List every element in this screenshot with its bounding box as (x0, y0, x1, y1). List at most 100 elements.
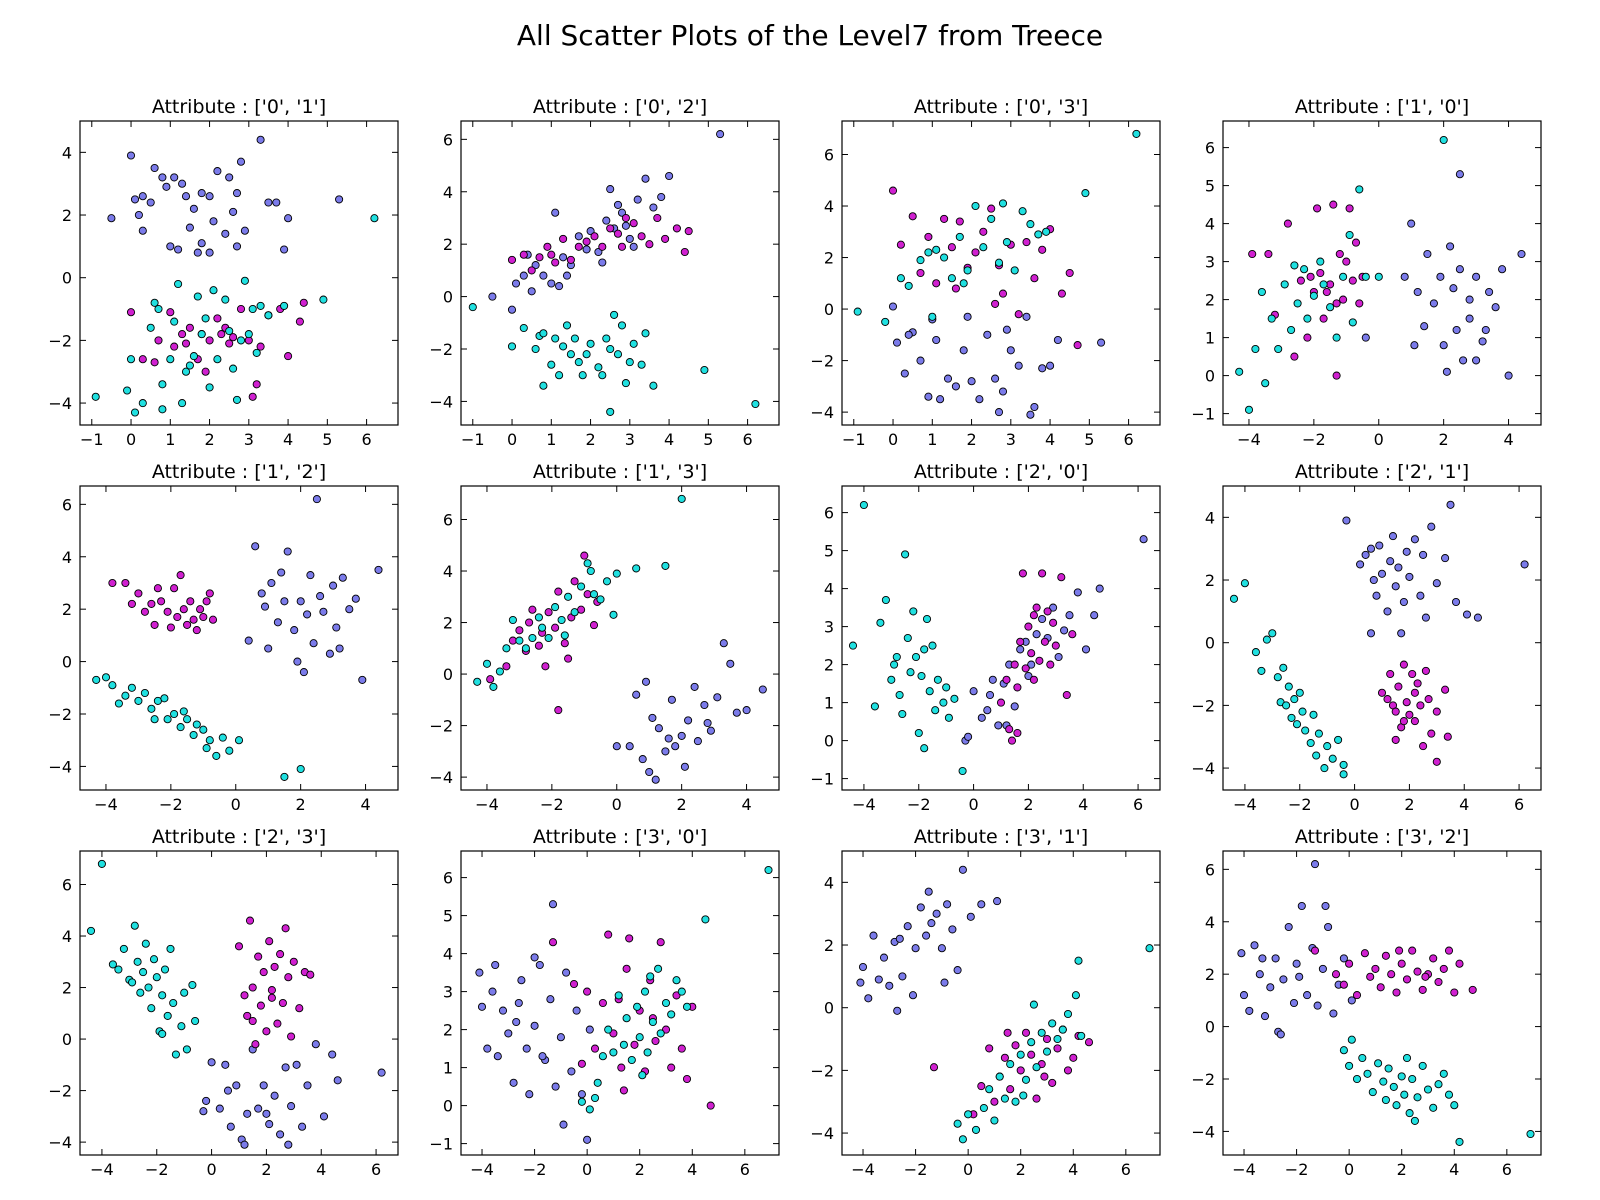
scatter-point (920, 744, 929, 753)
scatter-point (932, 335, 941, 345)
scatter-point (895, 934, 904, 943)
scatter-point (944, 713, 953, 722)
scatter-point (538, 1052, 547, 1061)
scatter-point (726, 659, 735, 668)
x-tick-label: 6 (371, 1160, 381, 1179)
scatter-point (254, 1104, 263, 1113)
x-tick-label: 4 (687, 1160, 697, 1179)
scatter-point (677, 731, 686, 740)
scatter-point (559, 342, 568, 351)
scatter-point (531, 344, 540, 354)
scatter-point (267, 986, 276, 995)
scatter-point (374, 565, 383, 574)
scatter-point (661, 561, 670, 570)
scatter-point (560, 639, 569, 648)
scatter-point (488, 292, 497, 301)
scatter-point (613, 200, 623, 209)
scatter-point (170, 584, 179, 593)
scatter-point (950, 694, 959, 703)
scatter-point (953, 1119, 962, 1128)
scatter-point (508, 615, 517, 625)
scatter-point (625, 358, 634, 367)
scatter-point (564, 654, 573, 663)
scatter-point (870, 702, 879, 711)
scatter-point (1419, 550, 1428, 559)
scatter-point (1274, 344, 1283, 354)
y-tick-label: −1 (429, 1135, 453, 1154)
scatter-point (1053, 335, 1062, 345)
scatter-point (1239, 991, 1249, 1000)
scatter-point (1361, 272, 1370, 281)
scatter-point (1413, 679, 1422, 688)
scatter-point (178, 399, 187, 408)
scatter-point (582, 350, 591, 359)
scatter-point (280, 772, 289, 781)
scatter-point (92, 675, 101, 684)
y-tick-label: 4 (1205, 215, 1215, 234)
scatter-point (1355, 299, 1364, 308)
scatter-point (1472, 272, 1481, 281)
x-tick-label: 6 (361, 430, 371, 449)
scatter-point (509, 1078, 518, 1087)
scatter-point (208, 615, 218, 624)
panel-title: Attribute : ['3', '1'] (914, 826, 1088, 848)
scatter-point (632, 564, 641, 573)
scatter-point (152, 973, 161, 982)
scatter-point (234, 942, 244, 951)
scatter-point (1366, 629, 1376, 638)
scatter-point (1361, 550, 1370, 559)
scatter-point (1386, 669, 1395, 679)
scatter-point (963, 266, 972, 275)
y-tick-label: −2 (429, 717, 453, 736)
scatter-point (933, 675, 942, 684)
scatter-point (908, 991, 918, 1000)
scatter-point (140, 607, 149, 616)
scatter-point (1097, 338, 1106, 347)
scatter-point (1416, 701, 1425, 710)
scatter-point (519, 271, 528, 280)
scatter-panel-1: Attribute : ['0', '1'] −1 0 1 2 3 4 5 6 −4 −2 0 2 4 (48, 96, 399, 449)
scatter-point (1287, 713, 1296, 722)
scatter-point (119, 944, 128, 953)
scatter-point (1021, 1075, 1031, 1084)
panel-title: Attribute : ['0', '1'] (152, 96, 326, 118)
scatter-point (377, 1068, 386, 1077)
scatter-point (1455, 265, 1464, 274)
scatter-point (677, 494, 686, 503)
x-tick-label: −2 (1302, 430, 1326, 449)
scatter-point (645, 767, 654, 777)
scatter-point (114, 699, 123, 708)
x-tick-label: 0 (968, 795, 978, 814)
scatter-point (959, 346, 968, 355)
scatter-point (964, 732, 973, 741)
scatter-point (951, 382, 960, 391)
x-tick-label: −4 (90, 1160, 114, 1179)
scatter-point (1251, 344, 1260, 354)
scatter-point (186, 597, 195, 606)
scatter-point (564, 592, 573, 601)
x-tick-label: 2 (635, 1160, 645, 1179)
scatter-point (1392, 988, 1401, 997)
scatter-point (998, 289, 1008, 298)
scatter-point (1245, 1006, 1254, 1015)
scatter-point (975, 395, 984, 404)
scatter-point (998, 387, 1008, 396)
scatter-point (281, 1063, 290, 1072)
scatter-point (170, 709, 179, 719)
scatter-point (101, 673, 111, 682)
scatter-point (150, 620, 159, 629)
scatter-point (1258, 954, 1267, 963)
scatter-point (1491, 303, 1500, 312)
scatter-point (1421, 613, 1430, 622)
scatter-point (1053, 1044, 1062, 1053)
scatter-point (881, 595, 890, 605)
scatter-point (1267, 314, 1276, 323)
scatter-point (265, 1120, 274, 1129)
x-tick-label: 0 (206, 1160, 216, 1179)
y-tick-label: −4 (429, 392, 453, 411)
scatter-point (654, 964, 663, 973)
scatter-point (1065, 268, 1074, 278)
scatter-point (1011, 1041, 1020, 1050)
x-tick-label: 4 (1068, 1160, 1078, 1179)
scatter-point (170, 342, 179, 351)
